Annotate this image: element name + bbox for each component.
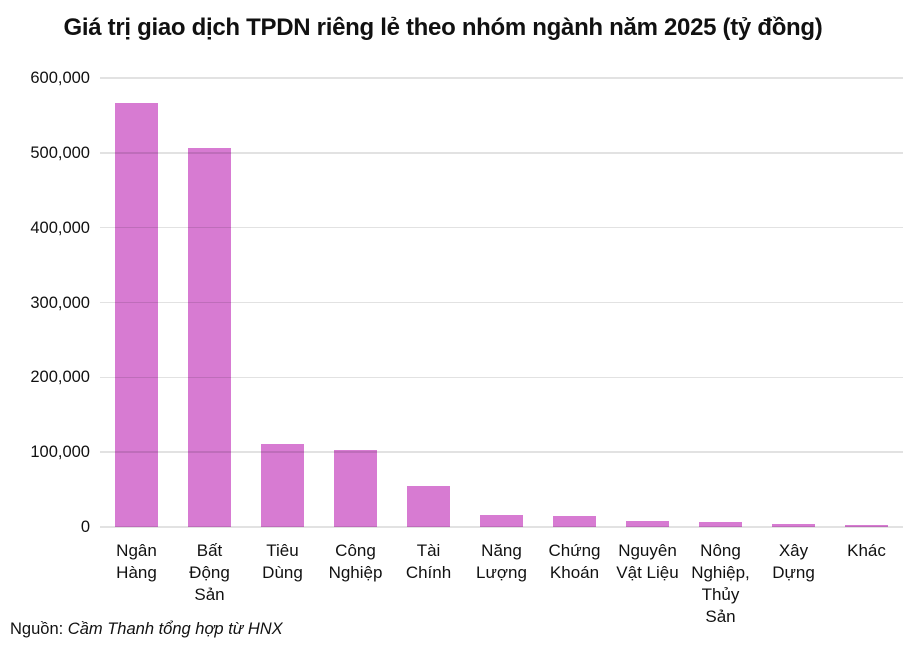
y-tick-label: 100,000 (30, 443, 90, 462)
source-label: Nguồn: (10, 620, 68, 638)
bar-2 (188, 147, 231, 527)
x-tick-label: Năng Lượng (476, 541, 527, 582)
gridline-y-200000 (100, 376, 903, 379)
gridline-y-500000 (100, 152, 903, 154)
plot-area: 0 100,000 200,000 300,000 400,000 500,000 600,… (30, 69, 903, 626)
bar-7 (553, 516, 596, 527)
gridline-y-0 (100, 526, 903, 528)
bar-9 (699, 521, 742, 527)
bar-10 (772, 523, 815, 527)
gridline-y-300000 (100, 301, 903, 304)
y-tick-label: 400,000 (30, 218, 90, 237)
y-tick-label: 300,000 (30, 293, 90, 312)
source-text: Cầm Thanh tổng hợp từ HNX (67, 620, 283, 638)
x-tick-label: Khác (847, 541, 886, 560)
chart-title: Giá trị giao dịch TPDN riêng lẻ theo nhó… (63, 14, 823, 41)
x-tick-label: Ngân Hàng (116, 541, 157, 582)
bar-5 (407, 485, 450, 527)
x-tick-label: Công Nghiệp (328, 541, 383, 582)
x-tick-label: Xây Dựng (772, 541, 815, 582)
gridline-y-100000 (100, 451, 903, 453)
x-tick-label: Nông Nghiệp, Thủy Sản (691, 541, 750, 626)
x-tick-label: Tài Chính (405, 541, 452, 582)
y-tick-label: 0 (80, 518, 90, 536)
bar-4 (334, 449, 377, 527)
y-tick-label: 200,000 (30, 368, 90, 387)
source-note: Nguồn: Cầm Thanh tổng hợp từ HNX (10, 620, 283, 639)
gridline-y-600000 (100, 77, 903, 79)
gridline-y-400000 (100, 226, 903, 229)
x-tick-label: Chứng Khoán (548, 541, 601, 582)
x-tick-label: Nguyên Vật Liệu (616, 541, 679, 582)
bar-11 (845, 524, 888, 527)
y-tick-label: 500,000 (30, 143, 90, 162)
bar-6 (480, 515, 523, 527)
x-tick-label: Tiêu Dùng (262, 541, 303, 582)
bar-1 (115, 103, 158, 527)
bar-8 (626, 521, 669, 527)
y-tick-label: 600,000 (30, 69, 90, 87)
x-tick-label: Bất Động Sản (189, 541, 230, 604)
bar-3 (261, 443, 304, 527)
